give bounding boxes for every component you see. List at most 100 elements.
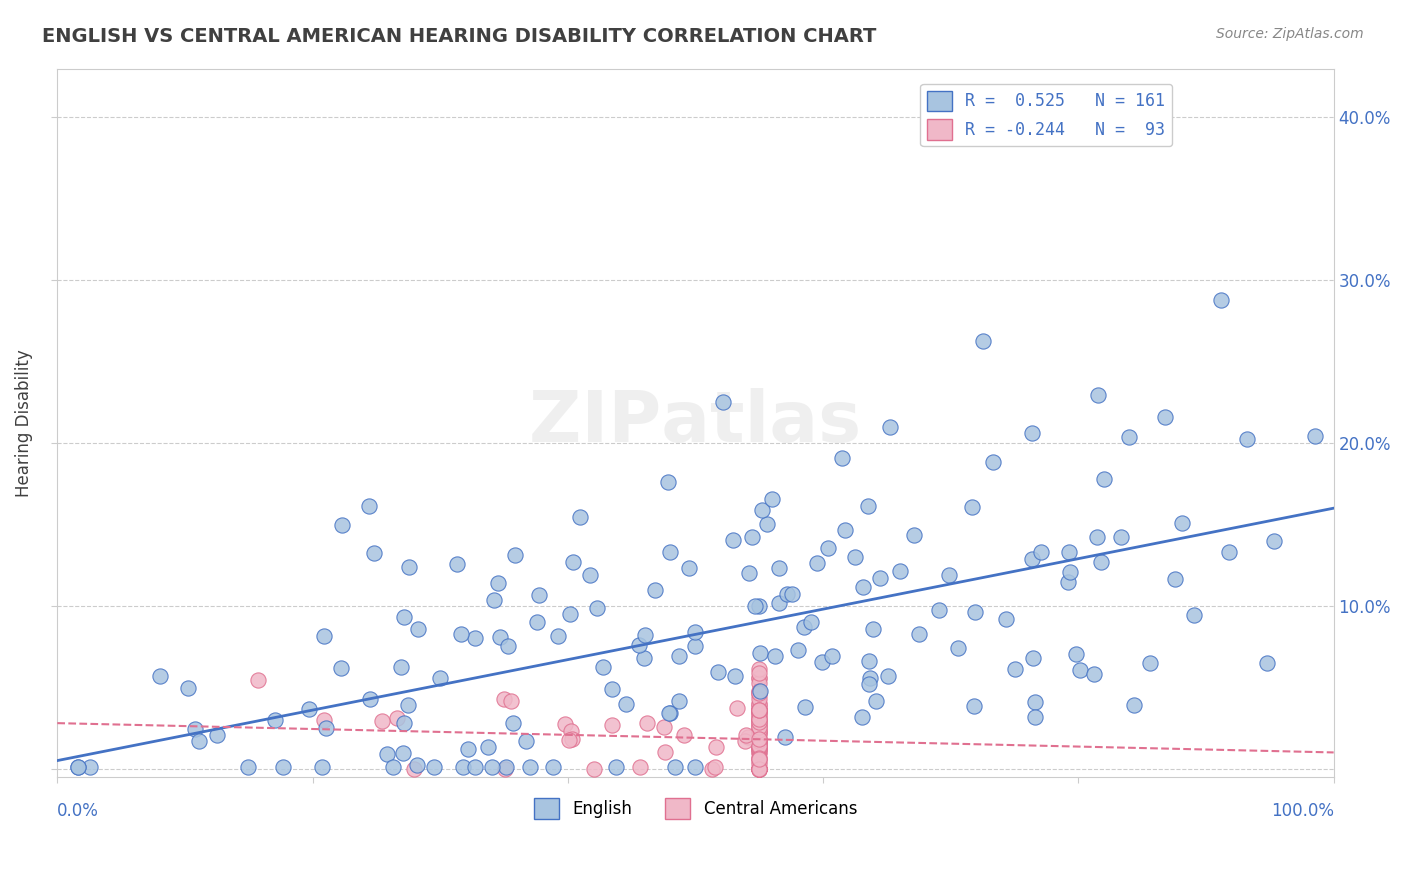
Point <box>664 760 686 774</box>
Point <box>450 626 472 640</box>
Point <box>748 733 770 747</box>
Text: Source: ZipAtlas.com: Source: ZipAtlas.com <box>1216 27 1364 41</box>
Point <box>654 720 676 734</box>
Point <box>751 502 773 516</box>
Point <box>748 706 770 721</box>
Point <box>748 646 770 660</box>
Point <box>1024 710 1046 724</box>
Point <box>1256 656 1278 670</box>
Point <box>981 455 1004 469</box>
Point <box>831 450 853 465</box>
Point <box>392 610 415 624</box>
Point <box>793 620 815 634</box>
Point <box>865 694 887 708</box>
Point <box>668 648 690 663</box>
Point <box>748 718 770 732</box>
Point <box>748 739 770 754</box>
Point <box>1021 425 1043 440</box>
Point <box>557 733 579 747</box>
Point <box>800 615 823 629</box>
Point <box>748 751 770 765</box>
Point <box>748 688 770 702</box>
Point <box>748 672 770 686</box>
Point <box>763 649 786 664</box>
Point <box>748 726 770 740</box>
Point <box>207 728 229 742</box>
Point <box>972 334 994 348</box>
Point <box>821 649 844 664</box>
Point <box>636 716 658 731</box>
Point <box>858 654 880 668</box>
Point <box>1236 432 1258 446</box>
Point <box>1153 410 1175 425</box>
Y-axis label: Hearing Disability: Hearing Disability <box>15 349 32 497</box>
Point <box>908 627 931 641</box>
Point <box>579 568 602 582</box>
Point <box>748 698 770 712</box>
Point <box>406 758 429 772</box>
Text: 100.0%: 100.0% <box>1271 802 1334 820</box>
Point <box>1118 430 1140 444</box>
Point <box>721 533 744 547</box>
Point <box>748 717 770 731</box>
Point <box>748 762 770 776</box>
Point <box>1171 516 1194 530</box>
Point <box>685 760 707 774</box>
Point <box>1069 663 1091 677</box>
Point <box>938 568 960 582</box>
Point <box>271 760 294 774</box>
Point <box>1090 555 1112 569</box>
Point <box>748 698 770 712</box>
Legend: English, Central Americans: English, Central Americans <box>527 791 863 825</box>
Point <box>312 714 335 728</box>
Point <box>748 750 770 764</box>
Point <box>748 711 770 725</box>
Point <box>363 546 385 560</box>
Point <box>748 722 770 736</box>
Point <box>503 548 526 562</box>
Point <box>543 760 565 774</box>
Point <box>748 741 770 756</box>
Point <box>748 685 770 699</box>
Point <box>464 632 486 646</box>
Point <box>79 760 101 774</box>
Point <box>748 742 770 756</box>
Point <box>1087 388 1109 402</box>
Point <box>582 762 605 776</box>
Point <box>748 746 770 760</box>
Point <box>768 596 790 610</box>
Point <box>748 731 770 746</box>
Point <box>748 757 770 772</box>
Point <box>748 704 770 718</box>
Point <box>1057 575 1080 590</box>
Point <box>817 541 839 555</box>
Point <box>844 549 866 564</box>
Point <box>748 738 770 752</box>
Point <box>657 475 679 489</box>
Point <box>477 739 499 754</box>
Point <box>298 702 321 716</box>
Point <box>856 499 879 513</box>
Point <box>780 587 803 601</box>
Point <box>484 593 506 607</box>
Point <box>396 698 419 712</box>
Point <box>1083 667 1105 681</box>
Point <box>858 677 880 691</box>
Point <box>748 666 770 681</box>
Point <box>748 762 770 776</box>
Point <box>634 628 657 642</box>
Point <box>406 622 429 636</box>
Point <box>995 612 1018 626</box>
Point <box>311 760 333 774</box>
Point <box>422 760 444 774</box>
Point <box>659 706 682 720</box>
Point <box>748 720 770 734</box>
Point <box>495 760 517 774</box>
Point <box>748 755 770 769</box>
Point <box>1085 530 1108 544</box>
Point <box>738 566 761 580</box>
Point <box>654 745 676 759</box>
Point <box>457 742 479 756</box>
Point <box>1218 545 1240 559</box>
Point <box>889 564 911 578</box>
